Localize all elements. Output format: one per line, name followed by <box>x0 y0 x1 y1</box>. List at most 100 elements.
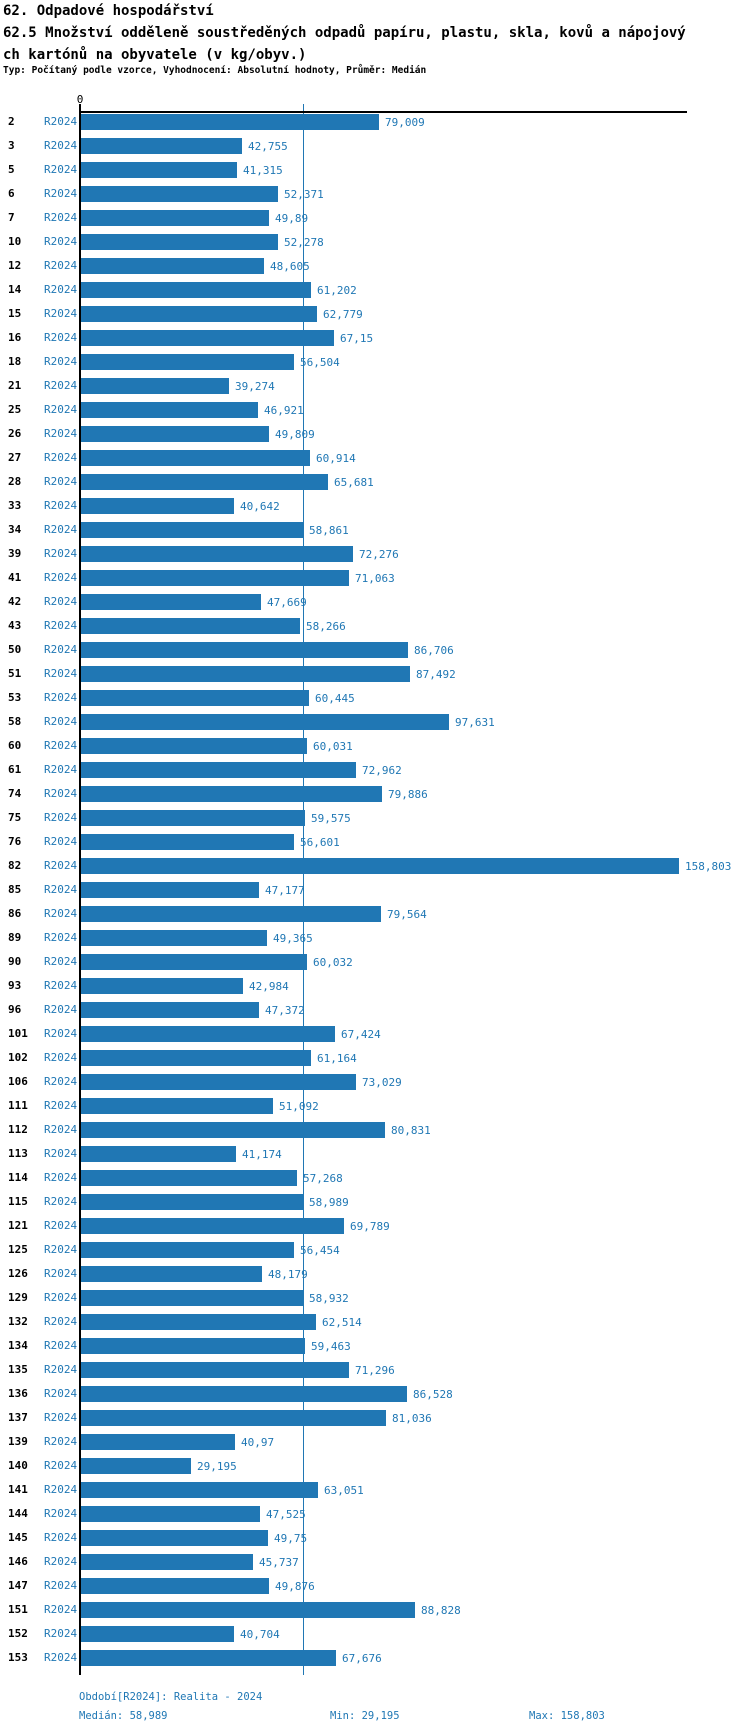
row-series-label: R2024 <box>44 1651 78 1664</box>
row-series-label: R2024 <box>44 1027 78 1040</box>
row-series-label: R2024 <box>44 1315 78 1328</box>
x-axis-line <box>79 111 687 113</box>
row-category-label: 75 <box>8 811 22 824</box>
bar <box>81 1386 407 1402</box>
row-series-label: R2024 <box>44 667 78 680</box>
x-axis-zero-tick-label: 0 <box>76 93 84 106</box>
row-category-label: 132 <box>8 1315 28 1328</box>
row-category-label: 125 <box>8 1243 28 1256</box>
row-series-label: R2024 <box>44 811 78 824</box>
row-series-label: R2024 <box>44 523 78 536</box>
bar <box>81 330 334 346</box>
row-category-label: 93 <box>8 979 22 992</box>
bar <box>81 162 237 178</box>
bar-row: 90 R2024 60,032 <box>0 954 750 970</box>
row-value-label: 60,914 <box>316 452 356 465</box>
row-value-label: 58,932 <box>309 1292 349 1305</box>
row-category-label: 152 <box>8 1627 28 1640</box>
bar <box>81 1290 303 1306</box>
row-series-label: R2024 <box>44 211 78 224</box>
row-series-label: R2024 <box>44 763 78 776</box>
row-value-label: 71,063 <box>355 572 395 585</box>
row-value-label: 81,036 <box>392 1412 432 1425</box>
row-series-label: R2024 <box>44 259 78 272</box>
bar <box>81 690 309 706</box>
row-series-label: R2024 <box>44 1171 78 1184</box>
row-value-label: 49,75 <box>274 1532 308 1545</box>
row-series-label: R2024 <box>44 1243 78 1256</box>
bar-row: 89 R2024 49,365 <box>0 930 750 946</box>
row-series-label: R2024 <box>44 451 78 464</box>
bar-row: 140 R2024 29,195 <box>0 1458 750 1474</box>
row-value-label: 57,268 <box>303 1172 343 1185</box>
row-series-label: R2024 <box>44 1483 78 1496</box>
row-category-label: 7 <box>8 211 15 224</box>
bar-row: 2 R2024 79,009 <box>0 114 750 130</box>
row-series-label: R2024 <box>44 1291 78 1304</box>
bar <box>81 138 242 154</box>
row-category-label: 86 <box>8 907 22 920</box>
bar <box>81 402 258 418</box>
row-series-label: R2024 <box>44 1267 78 1280</box>
row-value-label: 46,921 <box>264 404 304 417</box>
bar-row: 153 R2024 67,676 <box>0 1650 750 1666</box>
bar-row: 114 R2024 57,268 <box>0 1170 750 1186</box>
row-series-label: R2024 <box>44 1603 78 1616</box>
bar-row: 134 R2024 59,463 <box>0 1338 750 1354</box>
footer-period: Období[R2024]: Realita - 2024 <box>79 1691 263 1703</box>
bar-row: 113 R2024 41,174 <box>0 1146 750 1162</box>
bar-row: 126 R2024 48,179 <box>0 1266 750 1282</box>
bar <box>81 1146 236 1162</box>
row-series-label: R2024 <box>44 1099 78 1112</box>
bar <box>81 954 307 970</box>
row-value-label: 56,601 <box>300 836 340 849</box>
row-category-label: 101 <box>8 1027 28 1040</box>
bar <box>81 114 379 130</box>
row-value-label: 49,809 <box>275 428 315 441</box>
bar-row: 34 R2024 58,861 <box>0 522 750 538</box>
row-series-label: R2024 <box>44 403 78 416</box>
row-series-label: R2024 <box>44 1627 78 1640</box>
row-series-label: R2024 <box>44 979 78 992</box>
footer-median: Medián: 58,989 <box>79 1710 168 1722</box>
bar <box>81 1242 294 1258</box>
bar <box>81 306 317 322</box>
row-series-label: R2024 <box>44 115 78 128</box>
bar <box>81 258 264 274</box>
bar <box>81 1506 260 1522</box>
bar <box>81 1458 191 1474</box>
bar-row: 25 R2024 46,921 <box>0 402 750 418</box>
bar <box>81 570 349 586</box>
row-category-label: 12 <box>8 259 22 272</box>
bar-row: 146 R2024 45,737 <box>0 1554 750 1570</box>
row-series-label: R2024 <box>44 163 78 176</box>
row-category-label: 3 <box>8 139 15 152</box>
row-value-label: 47,372 <box>265 1004 305 1017</box>
row-series-label: R2024 <box>44 1411 78 1424</box>
bar <box>81 234 278 250</box>
row-series-label: R2024 <box>44 1339 78 1352</box>
bar <box>81 1338 305 1354</box>
row-series-label: R2024 <box>44 283 78 296</box>
bar-row: 14 R2024 61,202 <box>0 282 750 298</box>
row-category-label: 27 <box>8 451 22 464</box>
bar-row: 151 R2024 88,828 <box>0 1602 750 1618</box>
bar-row: 106 R2024 73,029 <box>0 1074 750 1090</box>
row-category-label: 115 <box>8 1195 28 1208</box>
page-title: 62. Odpadové hospodářství <box>3 3 214 19</box>
bar-row: 86 R2024 79,564 <box>0 906 750 922</box>
bar-row: 129 R2024 58,932 <box>0 1290 750 1306</box>
row-category-label: 121 <box>8 1219 28 1232</box>
row-value-label: 61,202 <box>317 284 357 297</box>
row-series-label: R2024 <box>44 595 78 608</box>
bar <box>81 1170 297 1186</box>
footer-min: Min: 29,195 <box>330 1710 400 1722</box>
bar-row: 61 R2024 72,962 <box>0 762 750 778</box>
row-series-label: R2024 <box>44 787 78 800</box>
row-category-label: 2 <box>8 115 15 128</box>
bar <box>81 906 381 922</box>
row-value-label: 51,092 <box>279 1100 319 1113</box>
row-category-label: 111 <box>8 1099 28 1112</box>
row-value-label: 45,737 <box>259 1556 299 1569</box>
bar-row: 96 R2024 47,372 <box>0 1002 750 1018</box>
